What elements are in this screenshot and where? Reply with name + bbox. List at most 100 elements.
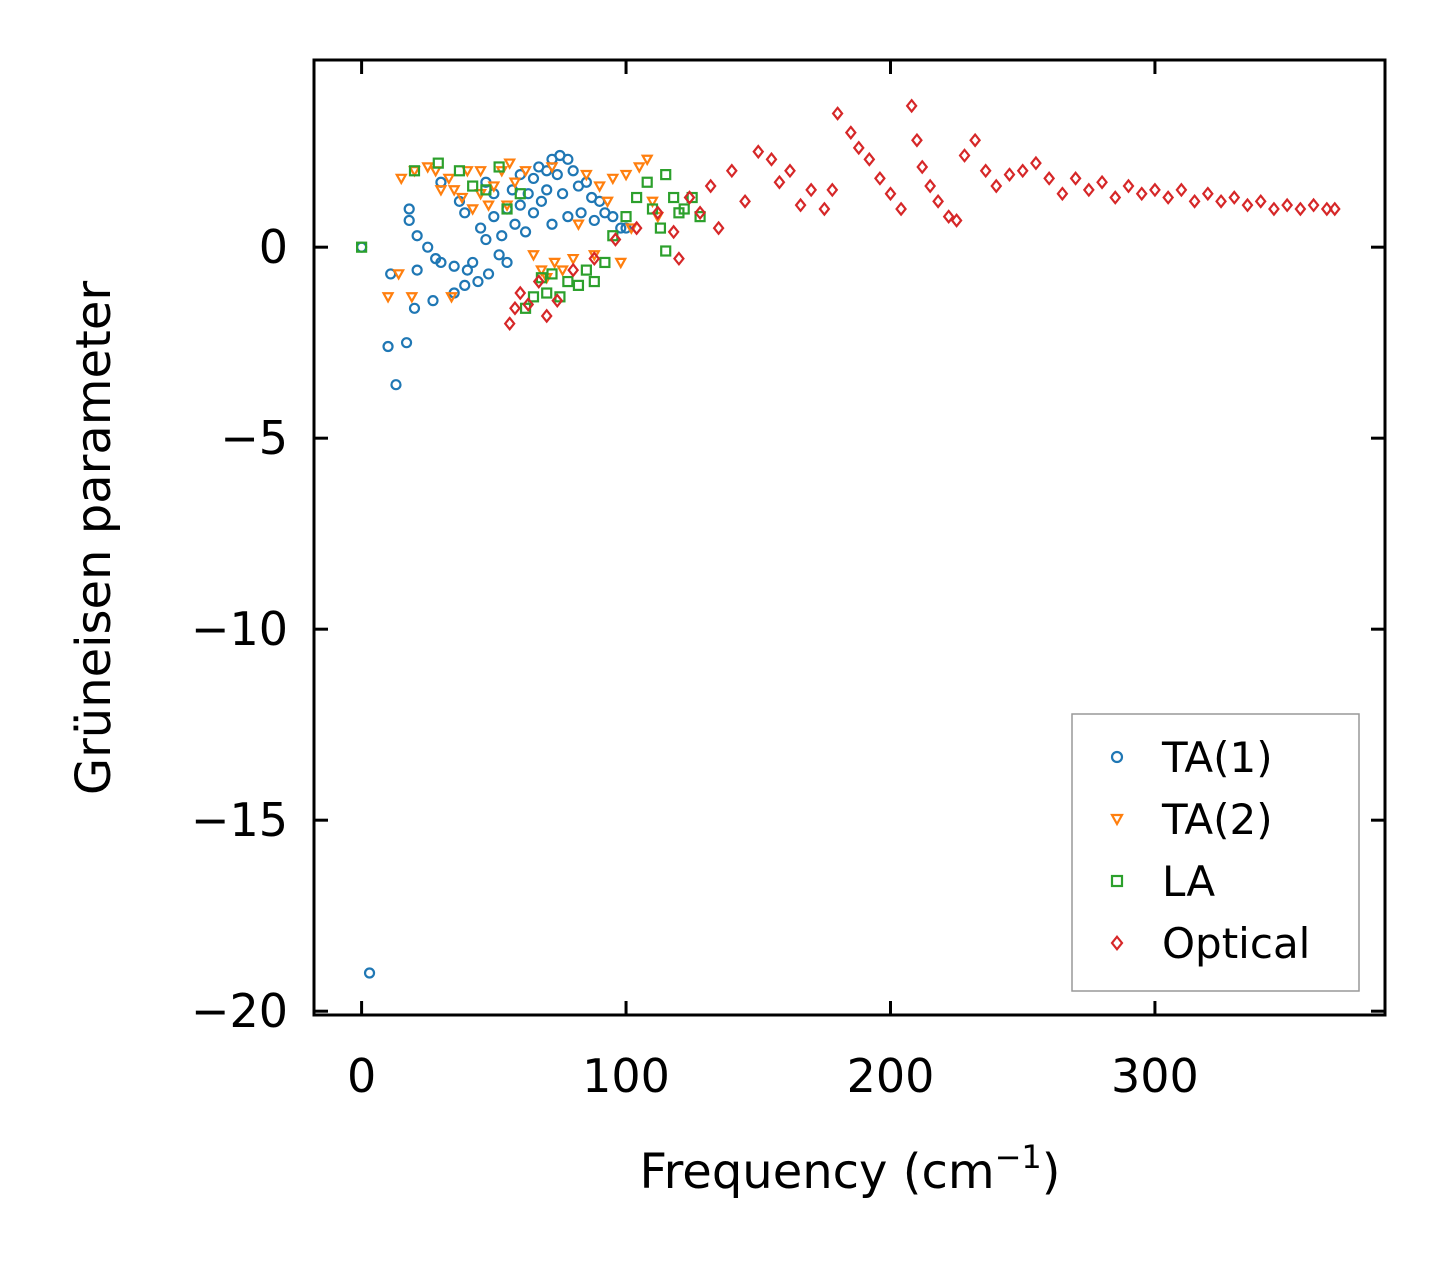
data-point [958, 148, 971, 163]
x-axis-label-main: Frequency (cm [639, 1144, 994, 1200]
data-point [572, 279, 585, 291]
data-point [660, 169, 672, 181]
data-point [794, 197, 807, 213]
x-tick-label: 0 [347, 1049, 376, 1103]
data-point [519, 226, 532, 238]
legend-label: TA(2) [1161, 795, 1273, 844]
data-point [773, 174, 786, 190]
data-point [501, 256, 513, 269]
data-point [979, 163, 992, 179]
series-optical [503, 98, 1341, 331]
data-point [381, 292, 395, 304]
data-point [1307, 197, 1320, 213]
data-point [1096, 174, 1108, 190]
data-point [509, 218, 521, 230]
data-point [567, 262, 580, 278]
data-point [496, 230, 508, 242]
data-point [487, 181, 501, 193]
data-point [442, 173, 456, 186]
data-point [548, 257, 562, 270]
data-point [640, 154, 654, 167]
data-point [567, 165, 579, 177]
data-point [527, 207, 540, 219]
data-point [453, 165, 466, 177]
data-point [467, 256, 479, 269]
data-point [421, 162, 435, 174]
legend-entry: TA(1) [1110, 733, 1273, 782]
data-point [1043, 171, 1056, 186]
data-point [805, 182, 818, 198]
data-point [712, 220, 725, 236]
data-point [818, 201, 831, 217]
data-point [588, 275, 600, 288]
data-point [784, 163, 796, 179]
data-point [950, 213, 963, 228]
data-point [488, 211, 500, 223]
data-point [620, 211, 632, 223]
data-point [535, 265, 548, 277]
data-point [400, 337, 413, 349]
data-point [1328, 201, 1341, 217]
data-point [593, 181, 606, 193]
data-point [540, 308, 553, 324]
data-point [546, 268, 558, 280]
data-point [1215, 193, 1227, 209]
data-point [826, 182, 839, 198]
data-point [599, 256, 611, 269]
x-axis-label-sup: −1 [995, 1138, 1042, 1176]
data-point [1122, 178, 1135, 194]
legend-label: TA(1) [1161, 733, 1273, 782]
data-point [916, 159, 929, 175]
data-point [1228, 190, 1241, 205]
data-point [739, 193, 751, 209]
data-point [551, 169, 563, 181]
data-point [403, 214, 415, 227]
data-point [514, 188, 526, 200]
data-point [678, 203, 690, 215]
data-point [1241, 197, 1254, 213]
data-point [514, 285, 527, 301]
legend: TA(1) TA(2) LA Optical [1071, 713, 1360, 992]
data-point [566, 253, 580, 266]
data-point [601, 196, 614, 209]
data-point [831, 106, 844, 121]
data-point [619, 169, 633, 182]
y-tick-label: −15 [191, 793, 288, 847]
data-point [651, 205, 664, 221]
data-point [482, 268, 495, 280]
data-point [1175, 182, 1188, 198]
plot-frame [312, 58, 1387, 1017]
data-point [408, 302, 421, 314]
data-point [390, 379, 402, 391]
data-point [541, 184, 553, 196]
data-point [969, 132, 982, 148]
data-point [503, 316, 516, 331]
data-point [541, 287, 553, 299]
data-point [459, 279, 471, 291]
data-point [459, 207, 471, 219]
data-point [411, 230, 423, 242]
legend-entry: TA(2) [1110, 795, 1273, 844]
data-point [911, 132, 923, 148]
data-point [493, 249, 505, 261]
legend-label: Optical [1162, 919, 1310, 968]
y-tick-label: −10 [191, 602, 288, 656]
data-point [519, 166, 532, 178]
data-point [467, 180, 479, 192]
data-point [630, 220, 643, 236]
legend-marker [1110, 750, 1124, 764]
data-point [1268, 201, 1280, 217]
data-point [356, 241, 368, 253]
data-point [514, 199, 526, 211]
data-point [527, 250, 540, 262]
data-point [615, 222, 627, 234]
data-point [545, 162, 559, 174]
legend-entry: LA [1110, 857, 1215, 906]
data-point [475, 222, 487, 234]
data-point [405, 292, 419, 304]
data-point [480, 184, 492, 196]
data-point [668, 191, 680, 204]
data-point [609, 232, 622, 247]
data-point [572, 219, 585, 232]
